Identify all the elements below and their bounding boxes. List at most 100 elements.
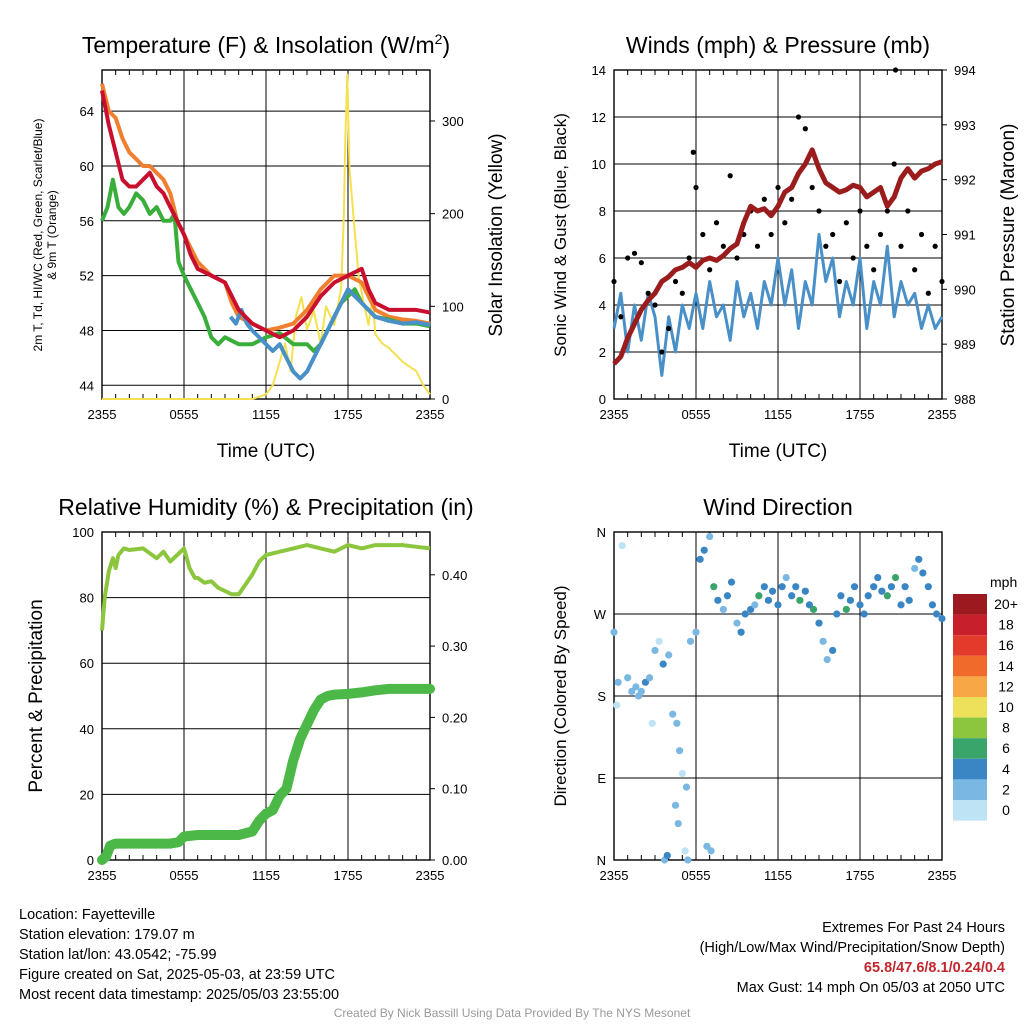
direction-point [645,674,654,682]
temperature-x-tick-label: 1755 [334,407,363,422]
direction-point [782,573,790,582]
humidity-series-rh [100,543,431,631]
winds-gust-point [768,231,774,238]
direction-y-tick-label: E [597,771,606,786]
direction-point [919,569,927,577]
direction-point [678,769,686,778]
direction-point [755,592,763,600]
winds-gust-point [898,243,904,249]
direction-point [686,637,695,645]
extremes-title: Extremes For Past 24 Hours [822,920,1005,936]
temperature-y-tick-label: 44 [80,378,94,393]
winds-gust-point [761,196,767,202]
direction-point [737,628,745,636]
humidity-y-tick-label: 100 [72,525,94,540]
humidity-y2-tick-label: 0.10 [442,782,467,797]
humidity-x-tick-label: 2355 [88,868,117,883]
direction-legend-label: 20+ [994,596,1018,612]
winds-gust-point [720,243,726,249]
direction-legend-swatch [953,594,987,615]
direction-point [874,573,882,582]
winds-gust-point [830,231,836,238]
humidity-x-tick-label: 2355 [416,868,445,883]
direction-x-tick-label: 0555 [682,868,711,883]
winds-y2-tick-label: 990 [954,282,976,297]
direction-legend-label: 18 [998,617,1014,633]
direction-x-tick-label: 1155 [764,868,792,883]
direction-y-tick-label: N [597,525,606,540]
direction-point [819,637,827,645]
direction-point [635,692,643,700]
winds-gust-point [672,278,679,285]
winds-gust-point [925,290,931,296]
temperature-y-tick-label: 48 [80,323,94,338]
direction-point [788,592,796,600]
winds-ylabel: Sonic Wind & Gust (Blue, Black) [551,113,570,357]
direction-point [768,587,777,595]
winds-y2-tick-label: 988 [954,392,976,407]
temperature-y2label: Solar Insolation (Yellow) [486,133,507,336]
winds-gust-point [686,255,692,261]
temperature-x-tick-label: 0555 [170,407,199,422]
temperature-y2-tick-label: 100 [442,299,464,314]
direction-point [856,601,864,609]
winds-gust-point [823,243,829,249]
winds-x-tick-label: 0555 [682,407,711,422]
extremes-values: 65.8/47.6/8.1/0.24/0.4 [863,960,1005,976]
humidity-y2-tick-label: 0.00 [442,853,467,868]
station-latlon: Station lat/lon: 43.0542; -75.99 [19,947,217,963]
winds-y2label: Station Pressure (Maroon) [998,124,1019,347]
temperature-xlabel: Time (UTC) [217,441,316,462]
direction-y-tick-label: W [594,607,607,622]
winds-gust-point [809,184,815,191]
temperature-y-tick-label: 52 [80,269,94,284]
direction-point [801,587,809,595]
direction-point [618,542,626,550]
winds-x-tick-label: 1755 [846,407,875,422]
winds-y-tick-label: 8 [599,204,606,219]
direction-ylabel: Direction (Colored By Speed) [551,585,570,806]
direction-point [671,801,680,809]
direction-point [669,710,677,718]
direction-legend-swatch [953,758,987,780]
direction-point [663,851,671,860]
winds-y-tick-label: 6 [599,251,606,266]
direction-point [696,555,704,563]
temperature-y2-tick-label: 300 [442,114,464,129]
extremes-subtitle: (High/Low/Max Wind/Precipitation/Snow De… [699,940,1005,956]
winds-x-tick-label: 2355 [600,407,629,422]
figure-created: Figure created on Sat, 2025-05-03, at 23… [19,967,335,983]
direction-point [796,596,804,604]
winds-gust-point [816,208,822,214]
humidity-plot-frame [101,531,431,861]
winds-gust-point [871,267,877,273]
direction-point [883,592,891,600]
direction-point [648,719,656,727]
humidity-y2-tick-label: 0.30 [442,639,467,654]
direction-point [924,583,932,591]
direction-point [928,601,937,609]
direction-legend-swatch [953,779,987,800]
temperature-y-tick-label: 56 [80,214,94,229]
winds-gust-point [625,255,631,261]
winds-gust-point [690,149,696,155]
direction-point [850,583,859,591]
winds-y2-tick-label: 991 [954,228,976,243]
station-info: Location: Fayetteville Station elevation… [19,905,339,1005]
direction-legend-swatch [953,676,987,697]
direction-x-tick-label: 1755 [846,868,875,883]
temperature-x-tick-label: 2355 [416,407,445,422]
winds-gust-point [905,208,911,214]
winds-gust-point [618,314,624,320]
humidity-y-tick-label: 60 [80,656,94,671]
direction-legend-label: 2 [1002,781,1010,797]
direction-point [823,655,831,664]
winds-gust-point [891,161,897,167]
direction-legend-label: 10 [998,699,1014,715]
winds-gust-point [918,231,925,238]
winds-gust-point [939,278,945,285]
winds-y2-tick-label: 989 [954,337,976,352]
direction-point [864,592,872,600]
credit-line: Created By Nick Bassill Using Data Provi… [333,1006,691,1020]
